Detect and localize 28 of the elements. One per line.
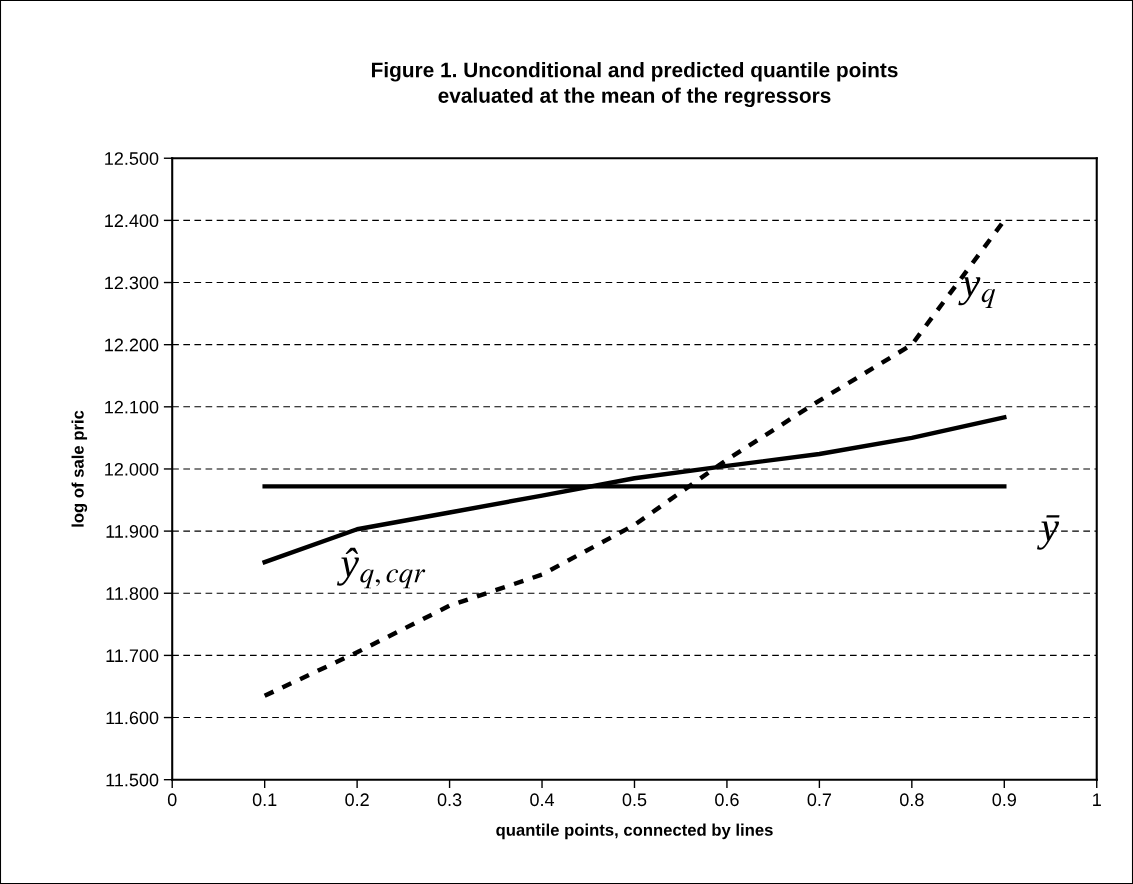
- series-label: ȳ: [1037, 515, 1060, 550]
- x-tick-label: 0.3: [437, 793, 462, 807]
- y-tick-label: 11.500: [106, 773, 159, 787]
- x-tick-label: 0.1: [252, 793, 277, 807]
- y-tick-label: 12.500: [105, 152, 159, 165]
- y-axis-title: log of sale pric: [71, 410, 88, 527]
- y-tick-label: 12.000: [105, 462, 159, 476]
- x-tick-label: 0.9: [992, 793, 1016, 807]
- y-tick-label: 11.900: [106, 525, 159, 538]
- x-tick-label: 0.7: [807, 793, 832, 807]
- x-tick-label: 0.6: [715, 793, 739, 807]
- y-tick-label: 11.700: [106, 649, 159, 663]
- y-tick-label: 12.400: [105, 214, 159, 228]
- x-tick-label: 0.5: [622, 793, 647, 807]
- y-tick-label: 12.300: [105, 276, 159, 290]
- y-tick-label: 12.200: [105, 338, 159, 352]
- y-tick-label: 12.100: [105, 400, 159, 414]
- x-tick-label: 0.4: [530, 793, 555, 807]
- series-label: y$_{q}$: [958, 277, 996, 308]
- series-label: ŷ$_{q,cqr}$: [336, 547, 426, 589]
- x-tick-label: 1: [1093, 793, 1101, 806]
- x-tick-label: 0.2: [345, 793, 369, 807]
- x-axis-title: quantile points, connected by lines: [496, 823, 773, 840]
- y-tick-label: 11.800: [106, 587, 159, 600]
- x-tick-label: 0: [167, 793, 177, 807]
- chart-title: Figure 1. Unconditional and predicted quantile points evaluated at the mean of the regressors: [371, 62, 898, 108]
- x-tick-label: 0.8: [900, 793, 924, 807]
- y-tick-label: 11.600: [106, 711, 159, 725]
